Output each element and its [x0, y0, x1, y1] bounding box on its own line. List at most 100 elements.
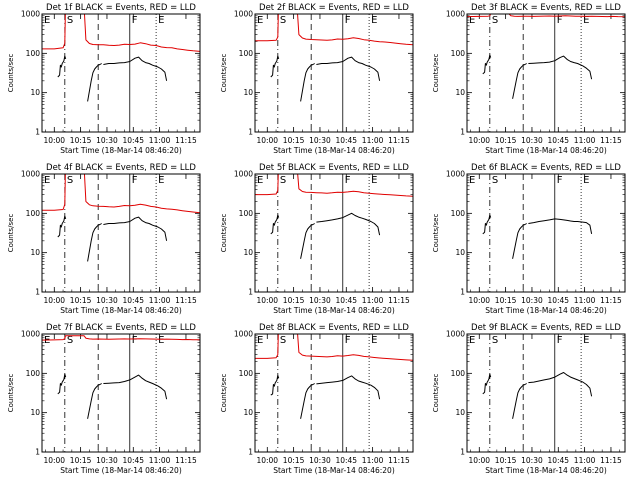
y-tick-label: 100	[26, 49, 41, 58]
event-marker-label: E	[371, 15, 377, 26]
y-tick-label: 100	[451, 209, 466, 218]
x-tick-label: 10:30	[309, 296, 331, 305]
event-marker-label: S	[280, 335, 286, 346]
plot-frame	[41, 13, 201, 133]
x-tick-label: 10:00	[43, 456, 65, 465]
lld-series-line	[42, 335, 200, 341]
event-marker-label: E	[257, 15, 263, 26]
y-axis-label: Counts/sec	[7, 54, 15, 93]
y-axis-label: Counts/sec	[432, 214, 440, 253]
y-tick-label: 10	[243, 88, 253, 97]
series-group	[482, 372, 593, 419]
event-marker-label: E	[257, 335, 263, 346]
x-axis-label: Start Time (18-Mar-14 08:46:20)	[60, 306, 182, 315]
plot-frame	[254, 173, 414, 293]
events-series-line	[87, 223, 102, 262]
events-series-line	[528, 372, 593, 397]
event-marker-label: E	[469, 335, 475, 346]
y-tick-label: 10	[243, 248, 253, 257]
events-series-line	[316, 375, 381, 400]
plot-frame	[466, 173, 626, 293]
lld-series-line	[467, 14, 625, 18]
events-series-line	[300, 383, 315, 419]
y-tick-label: 10	[30, 88, 40, 97]
series-group	[255, 334, 413, 419]
series-group	[467, 14, 625, 99]
event-marker-label: E	[583, 335, 589, 346]
chart-panel: Det 2f BLACK = Events, RED = LLD Counts/s…	[220, 3, 414, 155]
plot-frame	[254, 13, 414, 133]
x-tick-label: 10:45	[335, 296, 357, 305]
event-marker-label: F	[345, 335, 351, 346]
x-tick-label: 10:30	[96, 296, 118, 305]
x-tick-label: 10:30	[521, 296, 543, 305]
chart-panel: Det 3f BLACK = Events, RED = LLD Counts/s…	[432, 3, 626, 155]
x-tick-label: 10:15	[283, 296, 305, 305]
event-marker-label: E	[158, 335, 164, 346]
x-tick-label: 10:15	[495, 456, 517, 465]
chart-panel: Det 5f BLACK = Events, RED = LLD Counts/s…	[220, 163, 414, 315]
event-marker-label: E	[583, 175, 589, 186]
chart-panel: Det 4f BLACK = Events, RED = LLD Counts/s…	[7, 163, 201, 315]
events-series-line	[512, 63, 527, 99]
y-tick-label: 1	[248, 128, 253, 137]
chart-title: Det 8f BLACK = Events, RED = LLD	[259, 323, 409, 333]
event-marker-label: S	[67, 335, 73, 346]
event-marker-label: F	[132, 335, 138, 346]
chart-panel: Det 9f BLACK = Events, RED = LLD Counts/s…	[432, 323, 626, 475]
x-tick-label: 10:00	[468, 296, 490, 305]
event-marker-label: S	[67, 15, 73, 26]
event-marker-label: S	[280, 15, 286, 26]
events-series-line	[512, 383, 527, 419]
chart-title: Det 6f BLACK = Events, RED = LLD	[471, 163, 621, 173]
x-tick-label: 11:15	[600, 296, 622, 305]
x-tick-label: 10:30	[521, 136, 543, 145]
y-axis-label: Counts/sec	[220, 54, 228, 93]
x-axis-label: Start Time (18-Mar-14 08:46:20)	[485, 466, 607, 475]
y-tick-label: 100	[451, 49, 466, 58]
plot-frame	[254, 333, 414, 453]
x-axis-label: Start Time (18-Mar-14 08:46:20)	[60, 146, 182, 155]
y-tick-label: 1000	[234, 10, 253, 19]
series-group	[42, 335, 200, 419]
y-tick-label: 1	[248, 288, 253, 297]
x-tick-label: 11:00	[574, 136, 596, 145]
x-tick-label: 10:00	[256, 296, 278, 305]
x-tick-label: 10:15	[495, 136, 517, 145]
events-series-line	[316, 56, 381, 81]
event-marker-label: E	[44, 175, 50, 186]
y-tick-label: 100	[451, 369, 466, 378]
x-tick-label: 10:30	[309, 456, 331, 465]
event-marker-label: S	[280, 175, 286, 186]
chart-panel: Det 6f BLACK = Events, RED = LLD Counts/s…	[432, 163, 626, 315]
x-tick-label: 11:15	[175, 456, 197, 465]
events-series-line	[528, 218, 593, 234]
x-tick-label: 11:15	[175, 296, 197, 305]
events-series-line	[512, 223, 527, 259]
event-marker-label: F	[345, 15, 351, 26]
events-series-line	[87, 63, 102, 102]
event-marker-label: F	[345, 175, 351, 186]
events-series-line	[482, 373, 492, 395]
x-tick-label: 11:15	[388, 456, 410, 465]
series-group	[255, 14, 413, 102]
x-tick-label: 11:00	[149, 456, 171, 465]
y-tick-label: 1000	[446, 10, 465, 19]
x-tick-label: 10:15	[283, 456, 305, 465]
event-marker-label: E	[583, 15, 589, 26]
x-axis-label: Start Time (18-Mar-14 08:46:20)	[485, 146, 607, 155]
event-marker-label: S	[492, 335, 498, 346]
x-tick-label: 10:00	[43, 136, 65, 145]
events-series-line	[270, 55, 280, 78]
y-tick-label: 1	[35, 448, 40, 457]
x-tick-label: 11:00	[362, 456, 384, 465]
series-group	[42, 174, 200, 262]
x-tick-label: 11:00	[149, 136, 171, 145]
x-tick-label: 10:00	[468, 136, 490, 145]
event-marker-label: F	[557, 15, 563, 26]
chart-title: Det 4f BLACK = Events, RED = LLD	[46, 163, 196, 173]
y-axis-label: Counts/sec	[7, 374, 15, 413]
chart-panel: Det 7f BLACK = Events, RED = LLD Counts/s…	[7, 323, 201, 475]
x-tick-label: 11:15	[388, 296, 410, 305]
x-tick-label: 11:00	[362, 296, 384, 305]
